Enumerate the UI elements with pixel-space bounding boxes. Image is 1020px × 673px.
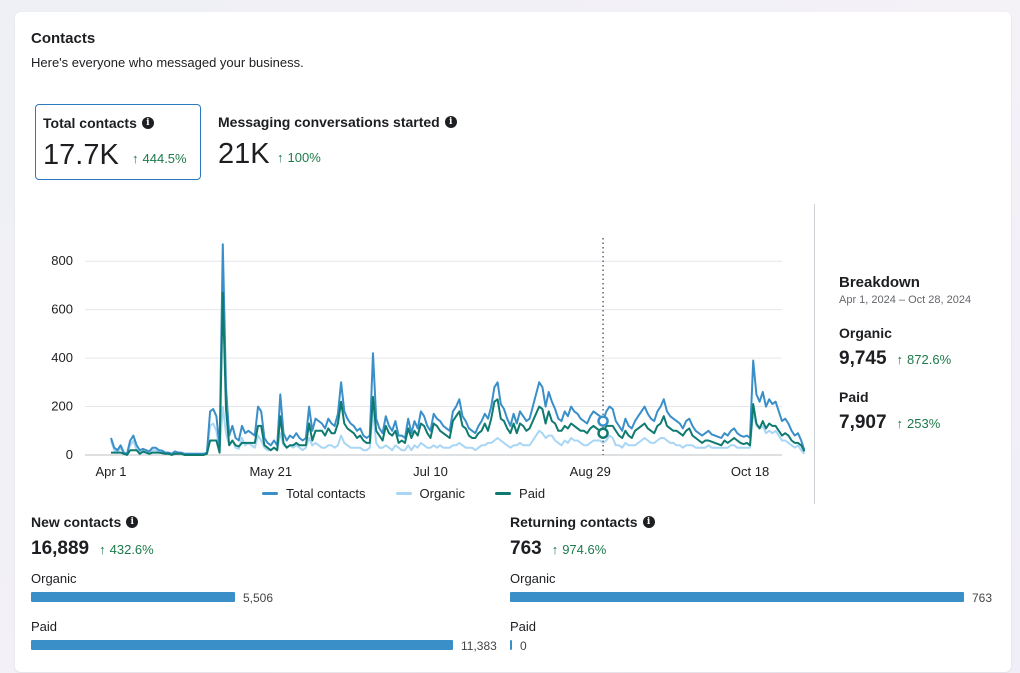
kpi-delta: ↑ 444.5% <box>132 151 187 166</box>
chart-legend: Total contacts Organic Paid <box>262 486 545 501</box>
breakdown-title: Breakdown <box>839 274 920 291</box>
arrow-up-icon: ↑ <box>132 151 139 166</box>
legend-item-organic[interactable]: Organic <box>419 486 466 501</box>
kpi-delta-value: 100% <box>287 150 321 165</box>
kpi-label: Total contacts <box>43 115 137 131</box>
y-tick-label: 600 <box>51 302 73 317</box>
legend-swatch-paid <box>495 492 512 495</box>
legend-item-total[interactable]: Total contacts <box>286 486 366 501</box>
kpi-total-contacts[interactable]: Total contacts i 17.7K ↑ 444.5% <box>35 104 201 180</box>
returning-contacts-value: 763 <box>510 538 542 559</box>
x-tick-label: Oct 18 <box>731 464 769 479</box>
kpi-delta-value: 444.5% <box>142 151 187 166</box>
arrow-up-icon: ↑ <box>896 351 904 367</box>
y-tick-label: 800 <box>51 253 73 268</box>
kpi-value: 17.7K <box>43 139 119 171</box>
series-line-organic <box>110 405 805 455</box>
breakdown-paid-label: Paid <box>839 389 869 405</box>
hover-point-paid <box>597 427 609 439</box>
breakdown-paid-value: 7,907 <box>839 412 887 433</box>
card-subtitle: Here's everyone who messaged your busine… <box>31 55 304 70</box>
returning-contacts-title: Returning contacts i <box>510 514 655 530</box>
new-organic-bar[interactable] <box>31 592 235 602</box>
returning-organic-bar[interactable] <box>510 592 964 602</box>
contacts-card: Contacts Here's everyone who messaged yo… <box>15 12 1011 672</box>
x-tick-label: Jul 10 <box>413 464 448 479</box>
y-tick-label: 0 <box>66 447 73 462</box>
y-tick-label: 200 <box>51 399 73 414</box>
new-contacts-delta: ↑ 432.6% <box>99 541 154 557</box>
new-paid-bar[interactable] <box>31 640 453 650</box>
contacts-line-chart[interactable]: 0 200 400 600 800 Apr 1 May 21 Jul 10 Aug 29 Oct… <box>15 212 805 482</box>
breakdown-date-range: Apr 1, 2024 – Oct 28, 2024 <box>839 294 972 306</box>
x-tick-label: Aug 29 <box>570 464 611 479</box>
returning-paid-bar[interactable] <box>510 640 512 650</box>
returning-organic-label: Organic <box>510 571 556 586</box>
new-organic-label: Organic <box>31 571 77 586</box>
arrow-up-icon: ↑ <box>99 541 106 557</box>
hover-point-total <box>597 415 609 427</box>
breakdown-organic-delta: ↑ 872.6% <box>896 351 952 367</box>
card-title: Contacts <box>31 30 96 47</box>
returning-paid-value: 0 <box>520 639 527 653</box>
returning-organic-value: 763 <box>972 591 993 605</box>
legend-item-paid[interactable]: Paid <box>519 486 546 501</box>
info-icon[interactable]: i <box>141 117 154 129</box>
new-paid-value: 11,383 <box>461 639 497 653</box>
new-contacts-value: 16,889 <box>31 538 90 559</box>
returning-contacts-delta: ↑ 974.6% <box>551 541 607 557</box>
new-contacts-title: New contacts i <box>31 514 139 530</box>
series-line-total-contacts <box>110 243 805 455</box>
kpi-value: 21K <box>218 138 270 170</box>
series-line-paid <box>111 291 805 456</box>
x-tick-label: Apr 1 <box>95 464 126 479</box>
breakdown-organic: 9,745 ↑ 872.6% <box>839 348 951 370</box>
x-tick-label: May 21 <box>249 464 292 479</box>
vertical-divider <box>814 204 815 504</box>
y-tick-label: 400 <box>51 350 73 365</box>
new-contacts-summary: 16,889 ↑ 432.6% <box>31 538 154 560</box>
info-icon[interactable]: i <box>642 516 655 528</box>
legend-swatch-organic <box>395 492 412 495</box>
returning-paid-label: Paid <box>510 619 537 634</box>
new-paid-label: Paid <box>31 619 58 634</box>
info-icon[interactable]: i <box>126 516 139 528</box>
kpi-delta: ↑ 100% <box>277 150 321 165</box>
breakdown-paid-delta: ↑ 253% <box>896 415 941 431</box>
arrow-up-icon: ↑ <box>551 541 559 557</box>
arrow-up-icon: ↑ <box>277 150 284 165</box>
arrow-up-icon: ↑ <box>896 415 904 431</box>
returning-contacts-summary: 763 ↑ 974.6% <box>510 538 606 560</box>
legend-swatch-total <box>262 492 278 495</box>
kpi-messaging-conversations[interactable]: Messaging conversations started i 21K ↑ … <box>211 104 491 178</box>
breakdown-organic-value: 9,745 <box>839 348 887 369</box>
breakdown-organic-label: Organic <box>839 325 892 341</box>
breakdown-paid: 7,907 ↑ 253% <box>839 412 940 434</box>
new-organic-value: 5,506 <box>243 591 274 605</box>
info-icon[interactable]: i <box>444 116 457 128</box>
kpi-label: Messaging conversations started <box>218 114 440 130</box>
